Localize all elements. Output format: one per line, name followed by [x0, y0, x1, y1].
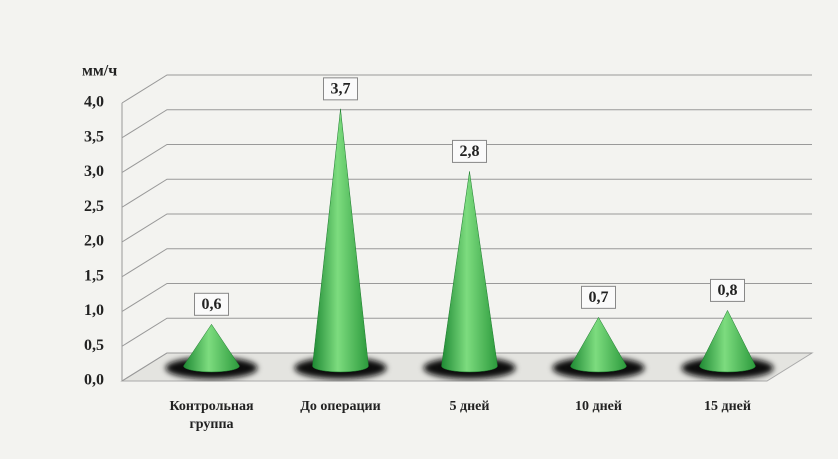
grid-line — [121, 178, 812, 208]
grid-line — [121, 213, 812, 243]
grid-line — [121, 74, 812, 104]
y-tick-label: 4,0 — [84, 94, 104, 111]
value-label: 0,8 — [718, 282, 738, 299]
grid-line — [121, 283, 812, 312]
value-label-box — [452, 139, 487, 163]
y-tick-label: 3,5 — [84, 128, 104, 145]
value-label-box — [194, 292, 229, 316]
grid-line — [121, 317, 812, 347]
x-tick-label: Контрольная группа — [169, 399, 254, 432]
value-label-box — [710, 278, 745, 302]
y-tick-label: 0,5 — [84, 337, 104, 354]
y-tick-label: 1,5 — [84, 267, 104, 284]
x-tick-label: 10 дней — [575, 399, 622, 414]
x-tick-label: До операции — [300, 399, 381, 414]
y-tick-label: 2,0 — [84, 233, 104, 250]
y-axis-label: мм/ч — [82, 63, 117, 80]
grid-line — [121, 248, 812, 278]
x-tick-label: 5 дней — [449, 399, 490, 414]
y-tick-label: 0,0 — [84, 372, 104, 389]
value-label: 0,6 — [202, 296, 222, 313]
value-label: 2,8 — [460, 143, 480, 160]
cone — [441, 171, 498, 373]
cone — [699, 309, 756, 373]
y-tick-label: 1,0 — [84, 302, 104, 319]
grid-line — [121, 109, 812, 139]
value-label-box — [581, 285, 616, 309]
value-label: 3,7 — [331, 81, 351, 98]
y-tick-label: 2,5 — [84, 198, 104, 215]
cone — [183, 323, 240, 373]
cone — [570, 316, 627, 373]
x-tick-label: 15 дней — [704, 399, 751, 414]
y-tick-label: 3,0 — [84, 163, 104, 180]
value-label: 0,7 — [589, 289, 609, 306]
cone — [312, 108, 369, 373]
value-label-box — [323, 77, 358, 101]
grid-line — [121, 144, 812, 173]
